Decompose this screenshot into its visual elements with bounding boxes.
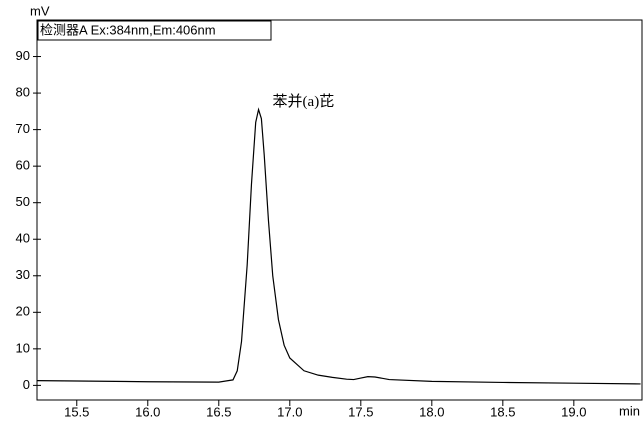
y-tick-label: 0: [23, 377, 30, 392]
y-tick-label: 80: [16, 85, 30, 100]
x-tick-label: 18.5: [490, 404, 515, 419]
x-tick-label: 15.5: [64, 404, 89, 419]
y-tick-label: 60: [16, 158, 30, 173]
y-tick-label: 40: [16, 231, 30, 246]
legend-label: 检测器A Ex:384nm,Em:406nm: [40, 22, 216, 37]
x-tick-label: 16.5: [206, 404, 231, 419]
x-tick-label: 19.0: [561, 404, 586, 419]
y-tick-label: 50: [16, 194, 30, 209]
x-tick-label: 17.0: [277, 404, 302, 419]
y-tick-label: 70: [16, 121, 30, 136]
y-tick-label: 30: [16, 267, 30, 282]
legend-box: [37, 20, 272, 41]
y-axis-label: mV: [30, 3, 50, 18]
peak-annotation: 苯并(a)芘: [273, 93, 335, 110]
x-tick-label: 18.0: [419, 404, 444, 419]
x-tick-label: 16.0: [135, 404, 160, 419]
x-tick-label: 17.5: [348, 404, 373, 419]
x-axis-label: min: [619, 403, 640, 418]
y-tick-label: 10: [16, 340, 30, 355]
signal-line: [36, 107, 641, 385]
plot-frame: [36, 19, 643, 401]
y-tick-label: 90: [16, 48, 30, 63]
y-tick-label: 20: [16, 304, 30, 319]
